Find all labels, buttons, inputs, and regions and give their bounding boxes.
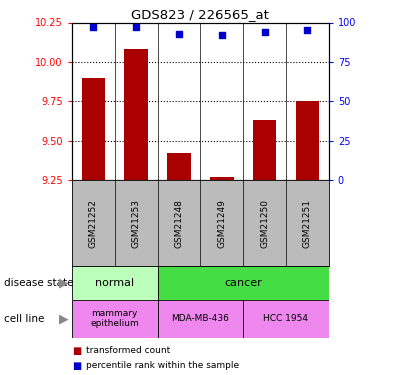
Text: GSM21252: GSM21252 bbox=[89, 199, 98, 248]
Text: GSM21250: GSM21250 bbox=[260, 199, 269, 248]
Text: cell line: cell line bbox=[4, 314, 44, 324]
Point bbox=[90, 24, 97, 30]
Bar bbox=[167, 153, 191, 180]
Text: disease state: disease state bbox=[4, 278, 74, 288]
Point bbox=[175, 30, 182, 36]
Text: ▶: ▶ bbox=[59, 277, 69, 290]
Text: HCC 1954: HCC 1954 bbox=[263, 314, 309, 323]
Text: normal: normal bbox=[95, 278, 134, 288]
Text: ■: ■ bbox=[72, 346, 81, 355]
Point bbox=[304, 27, 311, 33]
Point bbox=[219, 32, 225, 38]
Text: GSM21253: GSM21253 bbox=[132, 199, 141, 248]
Point bbox=[261, 29, 268, 35]
Bar bbox=[125, 49, 148, 180]
Bar bbox=[157, 300, 243, 338]
Bar bbox=[81, 78, 105, 180]
Bar bbox=[210, 177, 233, 180]
Text: cancer: cancer bbox=[224, 278, 262, 288]
Bar bbox=[157, 266, 329, 300]
Bar bbox=[253, 120, 276, 180]
Text: GSM21251: GSM21251 bbox=[303, 199, 312, 248]
Text: GSM21248: GSM21248 bbox=[174, 199, 183, 248]
Text: transformed count: transformed count bbox=[86, 346, 171, 355]
Point bbox=[133, 24, 139, 30]
Bar bbox=[243, 300, 329, 338]
Bar bbox=[296, 101, 319, 180]
Text: MDA-MB-436: MDA-MB-436 bbox=[171, 314, 229, 323]
Text: ■: ■ bbox=[72, 361, 81, 370]
Bar bbox=[72, 300, 157, 338]
Title: GDS823 / 226565_at: GDS823 / 226565_at bbox=[132, 8, 269, 21]
Text: ▶: ▶ bbox=[59, 312, 69, 325]
Text: percentile rank within the sample: percentile rank within the sample bbox=[86, 361, 240, 370]
Text: mammary
epithelium: mammary epithelium bbox=[90, 309, 139, 328]
Text: GSM21249: GSM21249 bbox=[217, 199, 226, 248]
Bar bbox=[72, 266, 157, 300]
